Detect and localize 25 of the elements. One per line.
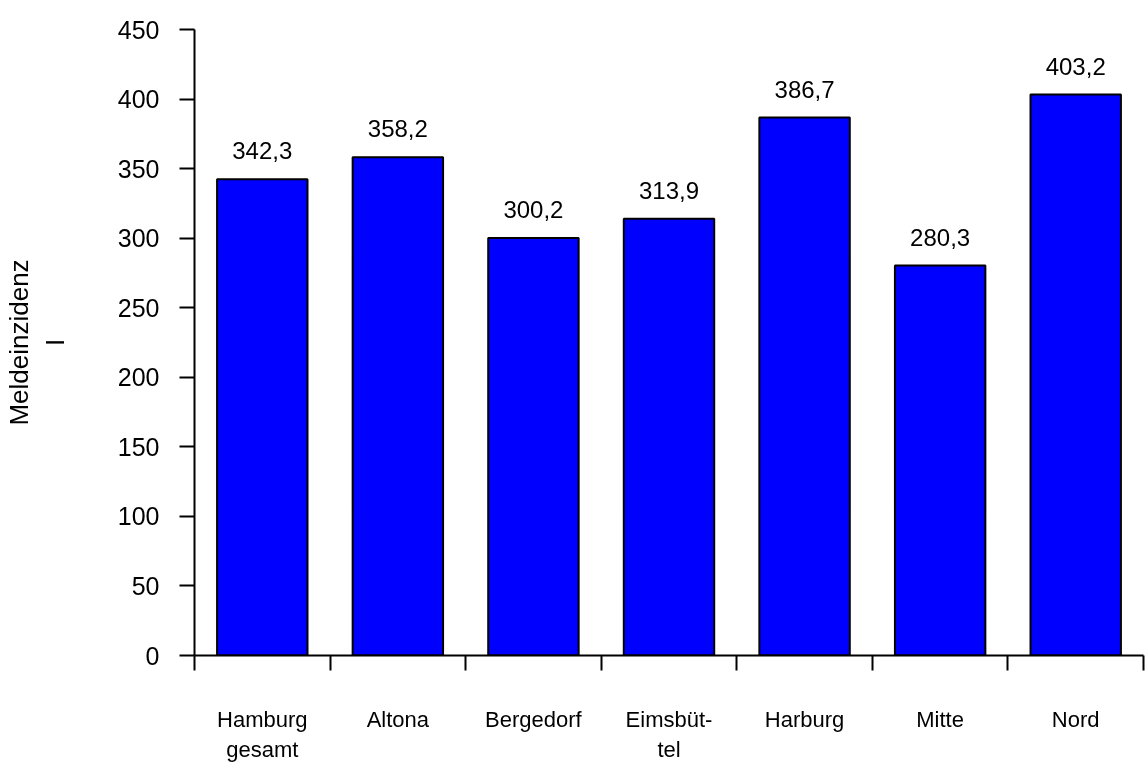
y-tick-label: 400	[117, 85, 160, 114]
data-label: 342,3	[232, 137, 293, 165]
y-tick-label: 0	[145, 641, 160, 670]
data-label: 386,7	[774, 75, 835, 103]
y-axis-title: Meldeinzidenz I	[3, 259, 70, 426]
y-tick-label: 100	[117, 502, 160, 531]
x-tick-label: Bergedorf	[485, 706, 583, 732]
x-tick-label: Mitte	[916, 706, 964, 732]
data-label: 358,2	[367, 115, 428, 143]
data-label: 403,2	[1045, 52, 1106, 80]
data-label: 313,9	[638, 176, 700, 204]
data-label: 300,2	[503, 195, 564, 223]
data-label: 280,3	[910, 223, 971, 251]
y-tick-label: 50	[131, 571, 160, 600]
y-tick-label: 200	[117, 363, 160, 392]
y-tick-label: 150	[117, 432, 160, 461]
y-tick-label: 250	[117, 293, 160, 322]
y-tick-label: 350	[117, 154, 160, 183]
y-tick-label: 300	[117, 224, 160, 253]
x-tick-label: Hamburg gesamt	[217, 706, 308, 762]
x-tick-label: Eimsbüt- tel	[625, 706, 713, 762]
x-tick-label: Altona	[366, 706, 430, 732]
y-tick-label: 450	[117, 15, 160, 44]
x-tick-label: Nord	[1051, 706, 1100, 732]
x-tick-label: Harburg	[764, 706, 845, 732]
